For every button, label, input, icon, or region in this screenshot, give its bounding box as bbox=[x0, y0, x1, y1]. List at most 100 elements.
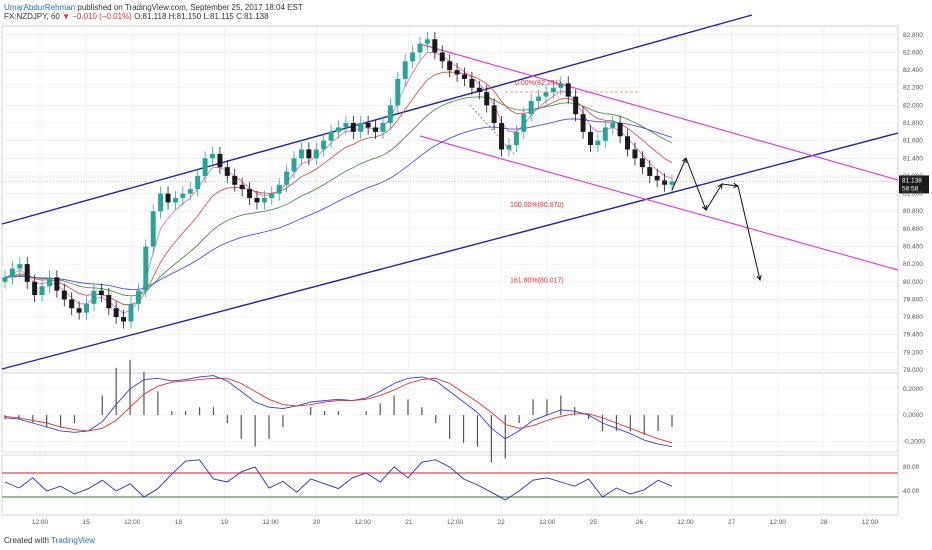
projection-arrow-segment bbox=[685, 157, 707, 211]
candle-body bbox=[254, 198, 260, 203]
macd-tick-label: 0.2000 bbox=[903, 386, 923, 393]
candle-body bbox=[32, 281, 38, 296]
candle-body bbox=[476, 87, 482, 93]
candle-body bbox=[61, 290, 67, 300]
tradingview-logo-text[interactable]: TradingView bbox=[51, 536, 96, 545]
candle-body bbox=[276, 184, 282, 194]
price-tick-label: 81.000 bbox=[903, 191, 923, 198]
candle-body bbox=[639, 158, 645, 168]
macd-tick-label: -0.2000 bbox=[903, 438, 925, 445]
x-tick-label: 12:00 bbox=[124, 519, 141, 526]
x-tick-label: 12:00 bbox=[770, 519, 787, 526]
last-price-box bbox=[899, 175, 929, 194]
candle-body bbox=[550, 87, 556, 93]
x-tick-label: 12:00 bbox=[262, 519, 279, 526]
price-tick-label: 81.200 bbox=[903, 173, 923, 180]
candle-body bbox=[195, 175, 201, 190]
candle-body bbox=[662, 180, 668, 185]
price-tick-label: 80.400 bbox=[903, 244, 923, 251]
candle-body bbox=[528, 100, 534, 115]
price-tick-label: 79.600 bbox=[903, 314, 923, 321]
candle-body bbox=[247, 189, 253, 198]
x-tick-label: 12:00 bbox=[677, 519, 694, 526]
candle-body bbox=[291, 158, 297, 172]
lower-magenta-channel-line bbox=[419, 135, 899, 271]
price-tick-label: 81.600 bbox=[903, 138, 923, 145]
candle-body bbox=[239, 184, 245, 190]
candle-body bbox=[328, 131, 334, 141]
candle-body bbox=[46, 277, 52, 287]
candle-body bbox=[587, 131, 593, 146]
candle-body bbox=[269, 193, 275, 198]
candle-body bbox=[402, 61, 408, 79]
ohlc-values: O:81.118 H:81.150 L:81.115 C:81.138 bbox=[134, 12, 269, 21]
price-tick-label: 82.000 bbox=[903, 102, 923, 109]
candle-body bbox=[558, 83, 564, 88]
candle-body bbox=[350, 123, 356, 132]
price-tick-label: 79.800 bbox=[903, 296, 923, 303]
fib-label: 161.80%(80.017) bbox=[510, 277, 564, 284]
candle-body bbox=[84, 303, 90, 313]
candle-body bbox=[506, 145, 512, 150]
candle-body bbox=[447, 61, 453, 71]
candle-body bbox=[150, 211, 156, 247]
candle-body bbox=[343, 123, 349, 128]
candle-body bbox=[217, 153, 223, 168]
lower-blue-channel-line bbox=[1, 132, 899, 370]
price-tick-label: 80.000 bbox=[903, 279, 923, 286]
candle-body bbox=[321, 140, 327, 150]
projection-arrow-segment bbox=[671, 157, 687, 191]
candle-body bbox=[98, 290, 104, 296]
footer: Created with TradingView bbox=[4, 536, 95, 545]
price-tick-label: 80.600 bbox=[903, 226, 923, 233]
x-tick-label: 15 bbox=[82, 519, 90, 526]
author-link[interactable]: UmarAbdurRehman bbox=[4, 3, 76, 12]
candle-body bbox=[69, 299, 75, 309]
price-tick-label: 82.600 bbox=[903, 49, 923, 56]
x-tick-label: 19 bbox=[221, 519, 229, 526]
x-tick-label: 12:00 bbox=[539, 519, 556, 526]
moving-average-line-0 bbox=[4, 51, 673, 314]
candle-body bbox=[513, 131, 519, 146]
last-price-label: 81.138 bbox=[902, 177, 922, 184]
panel-frame-2 bbox=[1, 454, 899, 516]
last-price-countdown: 58:58 bbox=[902, 185, 919, 192]
x-tick-label: 26 bbox=[636, 519, 644, 526]
candle-body bbox=[536, 96, 542, 101]
upper-magenta-channel-line bbox=[419, 43, 899, 181]
candle-body bbox=[432, 39, 438, 53]
candle-body bbox=[158, 193, 164, 212]
candle-body bbox=[610, 123, 616, 128]
projection-arrowhead bbox=[756, 275, 762, 282]
price-tick-label: 79.400 bbox=[903, 332, 923, 339]
candle-body bbox=[165, 193, 171, 203]
candle-body bbox=[410, 52, 416, 62]
candle-body bbox=[306, 149, 312, 159]
candle-body bbox=[565, 83, 571, 97]
candle-body bbox=[632, 149, 638, 159]
x-tick-label: 28 bbox=[820, 519, 828, 526]
candle-body bbox=[617, 123, 623, 137]
symbol-line: FX:NZDJPY, 60 ▼ −0.010 (−0.01%) O:81.118… bbox=[4, 12, 269, 21]
candle-body bbox=[113, 308, 119, 318]
price-tick-label: 82.400 bbox=[903, 67, 923, 74]
candle-body bbox=[543, 92, 549, 97]
candle-body bbox=[17, 264, 23, 269]
candle-body bbox=[143, 246, 149, 291]
macd-line bbox=[4, 375, 673, 448]
candle-body bbox=[284, 171, 290, 185]
candle-body bbox=[180, 193, 186, 198]
x-tick-label: 18 bbox=[175, 519, 183, 526]
candle-body bbox=[24, 264, 30, 282]
x-tick-label: 21 bbox=[405, 519, 413, 526]
candle-body bbox=[602, 127, 608, 141]
price-tick-label: 80.800 bbox=[903, 208, 923, 215]
candle-body bbox=[387, 105, 393, 124]
fib-label: 100.00%(80.870) bbox=[510, 202, 564, 209]
candle-body bbox=[491, 105, 497, 124]
symbol-interval: FX:NZDJPY, 60 bbox=[4, 12, 60, 21]
candle-body bbox=[261, 198, 267, 203]
upper-blue-channel-line bbox=[1, 14, 753, 225]
price-change: ▼ −0.010 (−0.01%) bbox=[62, 12, 132, 21]
